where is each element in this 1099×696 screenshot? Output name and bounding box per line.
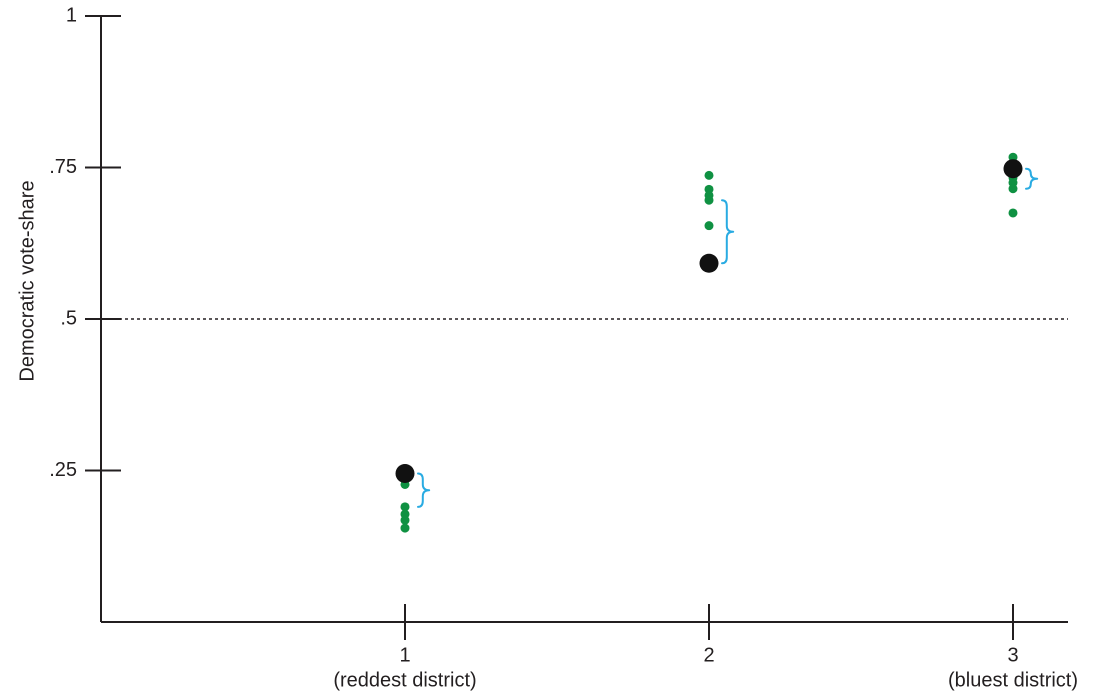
range-brace [1025, 167, 1039, 190]
simulated-point [1008, 184, 1018, 194]
x-tick-label: 3 [1007, 644, 1018, 666]
actual-result-point [395, 464, 415, 484]
x-tick-label: 1 [399, 644, 410, 666]
simulated-point [400, 502, 410, 512]
y-tick-label: .5 [60, 307, 77, 329]
y-tick-label: .75 [49, 156, 77, 178]
y-tick-label: .25 [49, 459, 77, 481]
y-tick-label: 1 [66, 4, 77, 26]
range-brace [721, 199, 735, 265]
simulated-point [400, 515, 410, 525]
x-tick-label: 2 [703, 644, 714, 666]
points [395, 152, 1023, 533]
simulated-point [704, 195, 714, 205]
x-category-sublabel: (bluest district) [948, 669, 1078, 691]
range-brace [417, 472, 431, 508]
y-axis-label: Democratic vote-share [16, 180, 38, 381]
y-ticks: 1 .75 .5 .25 [49, 4, 121, 481]
actual-result-point [699, 253, 719, 273]
x-ticks: 1 (reddest district) 2 3 (bluest district) [333, 604, 1078, 691]
simulated-point [400, 523, 410, 533]
actual-result-point [1003, 159, 1023, 179]
simulated-point [1008, 152, 1018, 162]
simulated-point [1008, 208, 1018, 218]
x-category-sublabel: (reddest district) [333, 669, 476, 691]
simulated-point [704, 221, 714, 231]
braces [417, 167, 1039, 508]
simulated-point [704, 170, 714, 180]
